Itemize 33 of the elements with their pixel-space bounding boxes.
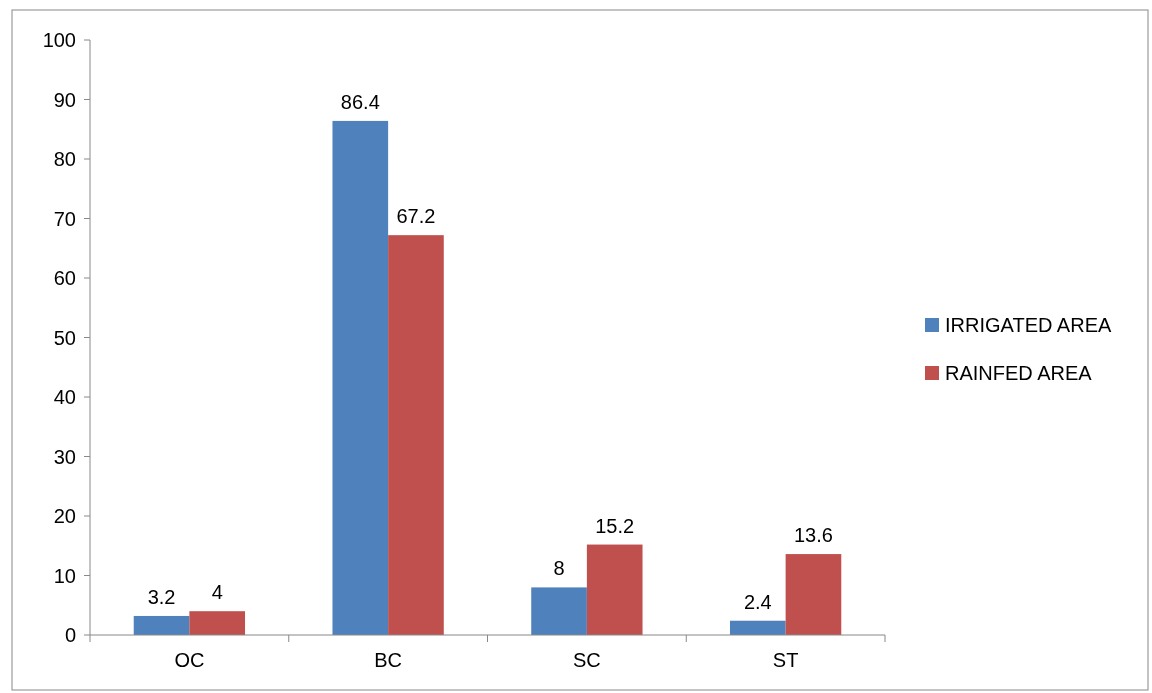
data-label: 13.6 (793, 524, 833, 547)
bar (785, 554, 842, 635)
bar (133, 615, 190, 635)
bar (586, 544, 643, 635)
data-label: 86.4 (340, 90, 380, 113)
bar (388, 235, 444, 635)
bar (189, 611, 246, 635)
y-tick-label: 100 (42, 29, 76, 51)
y-tick-label: 30 (53, 445, 76, 468)
bar (531, 587, 587, 635)
y-tick-label: 0 (64, 624, 76, 646)
y-tick-label: 70 (53, 207, 76, 230)
data-label: 67.2 (396, 205, 436, 228)
x-tick-label: BC (374, 649, 403, 671)
legend-label: IRRIGATED AREA (945, 314, 1112, 336)
x-tick-label: ST (772, 649, 799, 671)
y-tick-label: 60 (53, 267, 76, 289)
y-tick-label: 80 (53, 148, 76, 170)
x-tick-label: SC (572, 649, 601, 671)
y-tick-label: 20 (53, 505, 76, 527)
data-label: 3.2 (147, 585, 176, 608)
y-tick-label: 40 (53, 386, 76, 408)
bar (332, 120, 389, 635)
y-tick-label: 50 (53, 326, 76, 349)
x-tick-label: OC (174, 649, 205, 671)
data-label: 8 (553, 557, 565, 580)
data-label: 4 (211, 581, 223, 604)
data-label: 15.2 (595, 514, 635, 537)
legend-label: RAINFED AREA (945, 362, 1093, 384)
data-label: 2.4 (743, 590, 772, 613)
bar (729, 620, 786, 635)
y-tick-label: 10 (53, 564, 76, 587)
y-tick-label: 90 (53, 88, 76, 111)
